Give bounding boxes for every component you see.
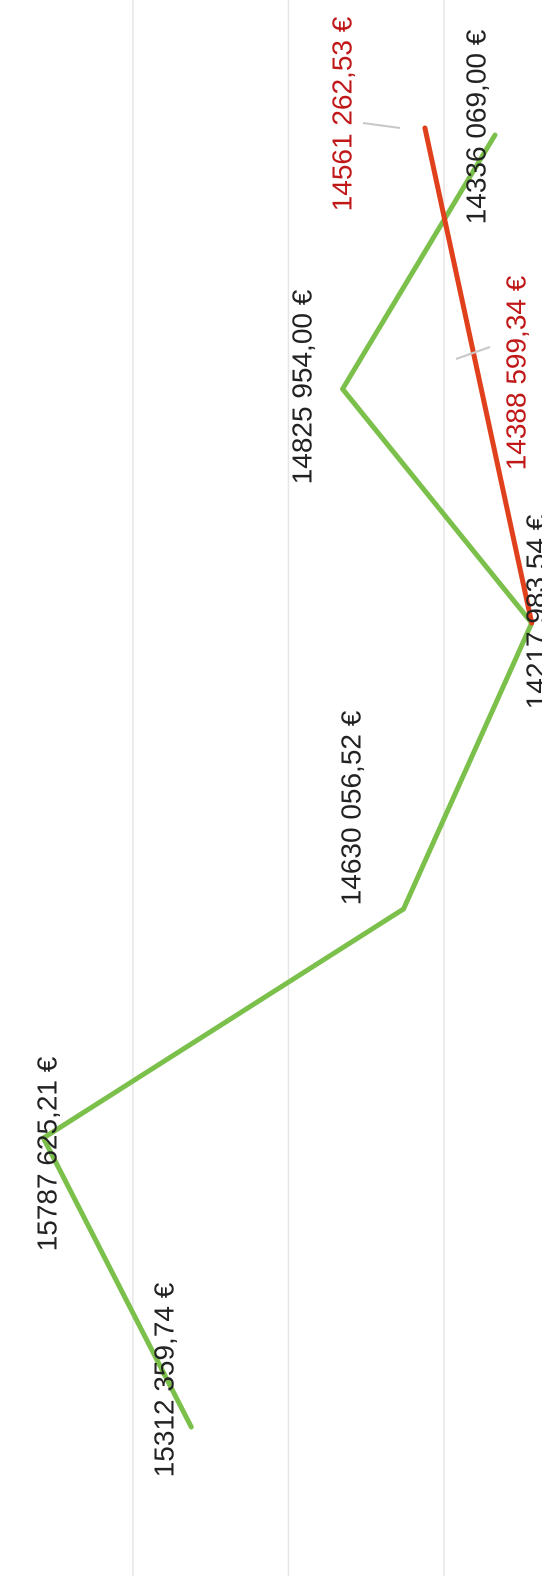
series-1-label-5: 14825 954,00 € bbox=[286, 289, 317, 484]
annotation-label-1: 14388 599,34 € bbox=[500, 275, 531, 470]
series-2-label-2: 14561 262,53 € bbox=[326, 16, 357, 211]
series-1-label-6: 14336 069,00 € bbox=[460, 29, 491, 224]
series-layer bbox=[40, 125, 535, 1430]
leader-line-2 bbox=[455, 346, 491, 360]
series-1-line bbox=[40, 132, 535, 1430]
series-1-label-2: 15787 625,21 € bbox=[31, 1056, 62, 1251]
series-2-line bbox=[422, 125, 535, 626]
data-labels: 15312 359,74 € 15787 625,21 € 14630 056,52… bbox=[31, 16, 542, 1477]
leader-line-1 bbox=[362, 122, 401, 129]
series-1-label-1: 15312 359,74 € bbox=[148, 1282, 179, 1477]
series-1-label-4: 14217 983,54 € bbox=[520, 514, 542, 709]
series-1-label-3: 14630 056,52 € bbox=[335, 710, 366, 905]
leader-lines bbox=[362, 122, 491, 360]
